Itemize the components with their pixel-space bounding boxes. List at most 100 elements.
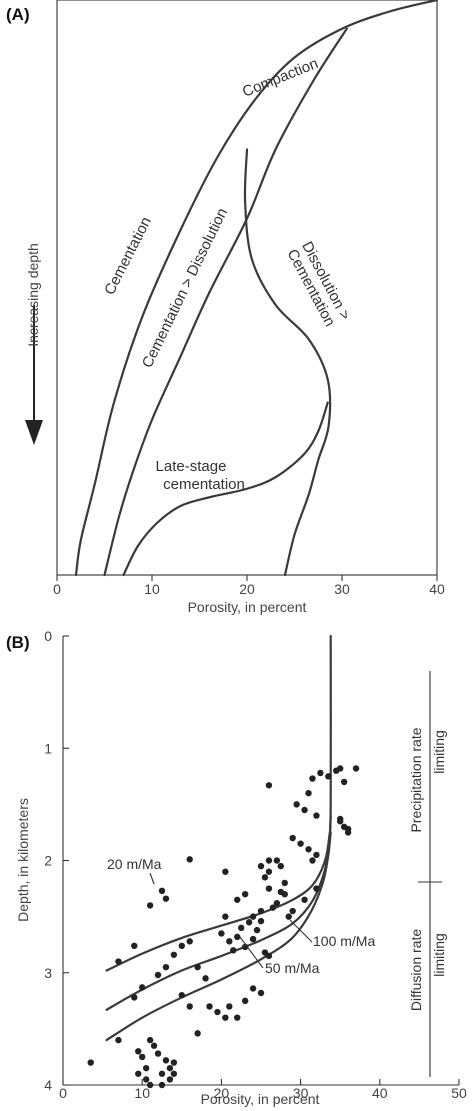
- panel-b-y-tick-label: 0: [44, 628, 52, 644]
- data-point: [293, 801, 300, 808]
- depth-arrow-head: [25, 420, 43, 445]
- data-point: [226, 1003, 233, 1010]
- data-point: [142, 1076, 150, 1083]
- data-point: [170, 1059, 178, 1066]
- data-point: [115, 958, 122, 965]
- data-point: [115, 1036, 122, 1044]
- data-point: [158, 1070, 166, 1077]
- data-point: [289, 834, 296, 842]
- data-point: [146, 1081, 154, 1089]
- data-point: [222, 1014, 229, 1021]
- data-point: [273, 857, 281, 864]
- panel-b-x-tick-label: 40: [372, 1085, 388, 1101]
- data-point: [261, 874, 269, 881]
- data-point: [337, 818, 344, 825]
- data-point: [305, 789, 312, 797]
- panel-b-curve-labels: 20 m/Ma 100 m/Ma 50 m/Ma: [107, 856, 375, 976]
- data-point: [139, 1053, 146, 1061]
- curve-dissolution-cementation: [243, 148, 332, 577]
- panel-a-x-tick-label: 10: [144, 581, 160, 597]
- data-point: [285, 913, 292, 920]
- data-point: [131, 994, 138, 1001]
- panel-a-x-label: Porosity, in percent: [188, 599, 307, 615]
- panel-b-ticks: 0 10 20 30 40 50 0 1 2 3 4: [44, 628, 467, 1101]
- data-point: [222, 913, 229, 920]
- data-point: [162, 895, 170, 902]
- panel-b-x-tick-label: 20: [214, 1085, 230, 1101]
- data-point: [154, 971, 162, 979]
- data-point: [135, 1070, 142, 1077]
- data-point: [265, 868, 273, 875]
- panel-b-y-tick-label: 2: [44, 853, 52, 869]
- data-point: [301, 896, 308, 903]
- data-point: [162, 963, 170, 971]
- data-point: [245, 919, 253, 926]
- panel-b-y-tick-label: 4: [44, 1077, 52, 1093]
- data-point: [186, 938, 193, 945]
- curve-compaction: [74, 0, 439, 577]
- data-point: [135, 1048, 142, 1055]
- panel-a-label: (A): [6, 5, 30, 24]
- panel-a-x-tick-label: 30: [334, 581, 350, 597]
- data-point: [257, 862, 265, 870]
- data-point: [218, 930, 225, 937]
- data-point: [150, 1042, 158, 1049]
- data-point: [214, 1008, 221, 1016]
- label-late-stage-1: Late-stage: [156, 458, 227, 475]
- data-point: [265, 952, 273, 960]
- data-point: [265, 885, 273, 892]
- data-point: [241, 997, 249, 1005]
- data-point: [170, 951, 178, 958]
- data-point: [234, 1014, 241, 1021]
- data-point: [230, 947, 237, 954]
- data-point: [289, 907, 296, 915]
- data-point: [166, 1064, 174, 1072]
- data-point: [309, 857, 316, 864]
- data-point: [317, 769, 324, 777]
- data-point: [170, 1070, 178, 1077]
- data-point: [186, 1003, 193, 1010]
- data-point: [265, 857, 273, 864]
- data-point: [166, 1076, 174, 1083]
- data-point: [241, 890, 249, 898]
- data-point: [344, 829, 352, 836]
- data-point: [273, 899, 281, 907]
- data-point: [146, 1036, 154, 1044]
- panel-a-y-label: Increasing depth: [25, 243, 41, 347]
- curve-rate-label: 20 m/Ma: [107, 856, 162, 872]
- panel-a-x-tick-label: 40: [429, 581, 445, 597]
- data-point: [249, 985, 257, 992]
- data-point: [178, 942, 185, 950]
- data-point: [277, 862, 284, 870]
- data-point: [325, 773, 332, 780]
- panel-b-x-tick-label: 30: [293, 1085, 309, 1101]
- data-point: [162, 1057, 170, 1064]
- data-point: [131, 942, 138, 950]
- data-point: [178, 992, 185, 999]
- data-point: [257, 907, 265, 915]
- data-point: [158, 1081, 166, 1089]
- panel-b-curves: [105, 634, 332, 1042]
- data-point: [313, 885, 320, 892]
- data-point: [186, 856, 193, 863]
- data-point: [313, 851, 320, 859]
- data-point: [202, 975, 209, 982]
- data-point: [226, 938, 233, 945]
- curve-rate-label: 100 m/Ma: [313, 933, 375, 949]
- curve-cementation-dissolution: [103, 27, 348, 577]
- panel-a-curves: [74, 0, 439, 577]
- data-point: [238, 924, 245, 932]
- curve-leader-line: [289, 919, 313, 943]
- panel-b-leader-lines: [149, 872, 313, 969]
- data-point: [257, 989, 265, 997]
- panel-b-x-tick-label: 0: [59, 1085, 67, 1101]
- data-point: [269, 904, 277, 911]
- precipitation-label-2: limiting: [431, 730, 447, 774]
- panel-b-x-label: Porosity, in percent: [201, 1091, 320, 1107]
- diffusion-label-1: Diffusion rate: [408, 929, 424, 1011]
- panel-b-y-label: Depth, in kilometers: [15, 798, 31, 922]
- curve-50-m-ma: [105, 831, 332, 1042]
- data-point: [158, 887, 166, 895]
- panel-b-data-points: [87, 765, 360, 1089]
- data-point: [337, 765, 344, 772]
